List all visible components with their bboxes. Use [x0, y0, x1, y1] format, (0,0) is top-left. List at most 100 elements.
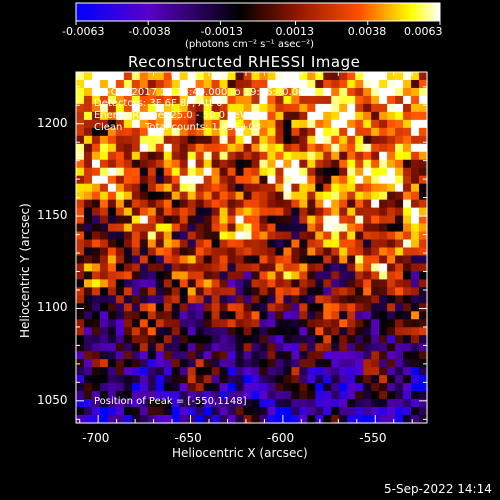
heatmap-cell	[387, 407, 396, 416]
heatmap-cell	[283, 391, 292, 400]
heatmap-cell	[419, 191, 428, 201]
heatmap-cell	[179, 231, 189, 241]
heatmap-cell	[275, 231, 285, 241]
heatmap-cell	[379, 343, 388, 352]
heatmap-cell	[371, 239, 380, 249]
heatmap-cell	[275, 127, 285, 137]
heatmap-cell	[259, 239, 269, 249]
heatmap-cell	[395, 287, 404, 296]
heatmap-cell	[147, 239, 157, 249]
heatmap-cell	[411, 327, 420, 336]
heatmap-cell	[307, 127, 316, 137]
heatmap-cell	[379, 175, 388, 185]
heatmap-cell	[275, 311, 285, 320]
heatmap-cell	[291, 327, 300, 336]
heatmap-cell	[235, 231, 245, 241]
heatmap-cell	[235, 375, 245, 384]
heatmap-cell	[347, 287, 356, 296]
heatmap-cell	[211, 295, 221, 304]
heatmap-cell	[291, 175, 300, 185]
heatmap-cell	[123, 215, 133, 225]
heatmap-cell	[171, 111, 181, 121]
heatmap-cell	[275, 399, 285, 408]
heatmap-cell	[299, 263, 308, 273]
heatmap-cell	[227, 103, 237, 113]
heatmap-cell	[227, 295, 237, 304]
heatmap-cell	[76, 335, 85, 344]
heatmap-cell	[371, 159, 380, 169]
heatmap-cell	[395, 351, 404, 360]
heatmap-cell	[307, 223, 316, 233]
heatmap-cell	[323, 295, 332, 304]
heatmap-cell	[347, 103, 356, 113]
heatmap-cell	[283, 327, 292, 336]
heatmap-cell	[331, 367, 340, 376]
heatmap-cell	[387, 207, 396, 217]
heatmap-cell	[115, 407, 125, 416]
heatmap-cell	[187, 335, 197, 344]
heatmap-cell	[315, 399, 324, 408]
heatmap-cell	[107, 383, 117, 392]
heatmap-cell	[403, 223, 412, 233]
heatmap-cell	[379, 407, 388, 416]
heatmap-cell	[76, 103, 85, 113]
heatmap-cell	[179, 143, 189, 153]
heatmap-cell	[387, 375, 396, 384]
heatmap-cell	[339, 335, 348, 344]
heatmap-cell	[395, 175, 404, 185]
heatmap-cell	[83, 351, 93, 360]
heatmap-cell	[115, 135, 125, 145]
heatmap-cell	[323, 199, 332, 209]
heatmap-cell	[387, 103, 396, 113]
heatmap-cell	[243, 103, 253, 113]
heatmap-cell	[99, 199, 109, 209]
heatmap-cell	[379, 111, 388, 121]
heatmap-cell	[331, 415, 340, 424]
heatmap-cell	[115, 159, 125, 169]
heatmap-cell	[123, 151, 133, 161]
heatmap-cell	[107, 215, 117, 225]
heatmap-cell	[315, 111, 324, 121]
heatmap-cell	[115, 103, 125, 113]
heatmap-cell	[339, 199, 348, 209]
heatmap-cell	[299, 311, 308, 320]
heatmap-cell	[83, 223, 93, 233]
heatmap-cell	[99, 263, 109, 273]
heatmap-cell	[91, 255, 101, 265]
heatmap-cell	[299, 415, 308, 424]
heatmap-cell	[315, 167, 324, 177]
heatmap-cell	[211, 335, 221, 344]
heatmap-cell	[155, 295, 165, 304]
heatmap-cell	[323, 311, 332, 320]
heatmap-cell	[171, 359, 181, 368]
heatmap-cell	[251, 103, 261, 113]
heatmap-cell	[299, 175, 308, 185]
heatmap-cell	[291, 375, 300, 384]
heatmap-cell	[195, 111, 205, 121]
heatmap-cell	[83, 103, 93, 113]
heatmap-cell	[291, 87, 300, 97]
heatmap-cell	[403, 183, 412, 193]
heatmap-cell	[411, 239, 420, 249]
heatmap-cell	[419, 287, 428, 296]
heatmap-cell	[339, 407, 348, 416]
heatmap-cell	[395, 135, 404, 145]
heatmap-cell	[379, 223, 388, 233]
heatmap-cell	[315, 407, 324, 416]
heatmap-cell	[251, 375, 261, 384]
heatmap-cell	[76, 135, 85, 145]
heatmap-cell	[187, 79, 197, 89]
heatmap-cell	[283, 103, 292, 113]
heatmap-cell	[259, 327, 269, 336]
heatmap-cell	[419, 223, 428, 233]
heatmap-cell	[275, 103, 285, 113]
heatmap-cell	[139, 327, 149, 336]
heatmap-cell	[171, 287, 181, 296]
heatmap-cell	[267, 183, 277, 193]
heatmap-cell	[195, 167, 205, 177]
heatmap-cell	[227, 391, 237, 400]
heatmap-cell	[355, 167, 364, 177]
heatmap-cell	[251, 407, 261, 416]
heatmap-cell	[395, 231, 404, 241]
heatmap-cell	[115, 183, 125, 193]
